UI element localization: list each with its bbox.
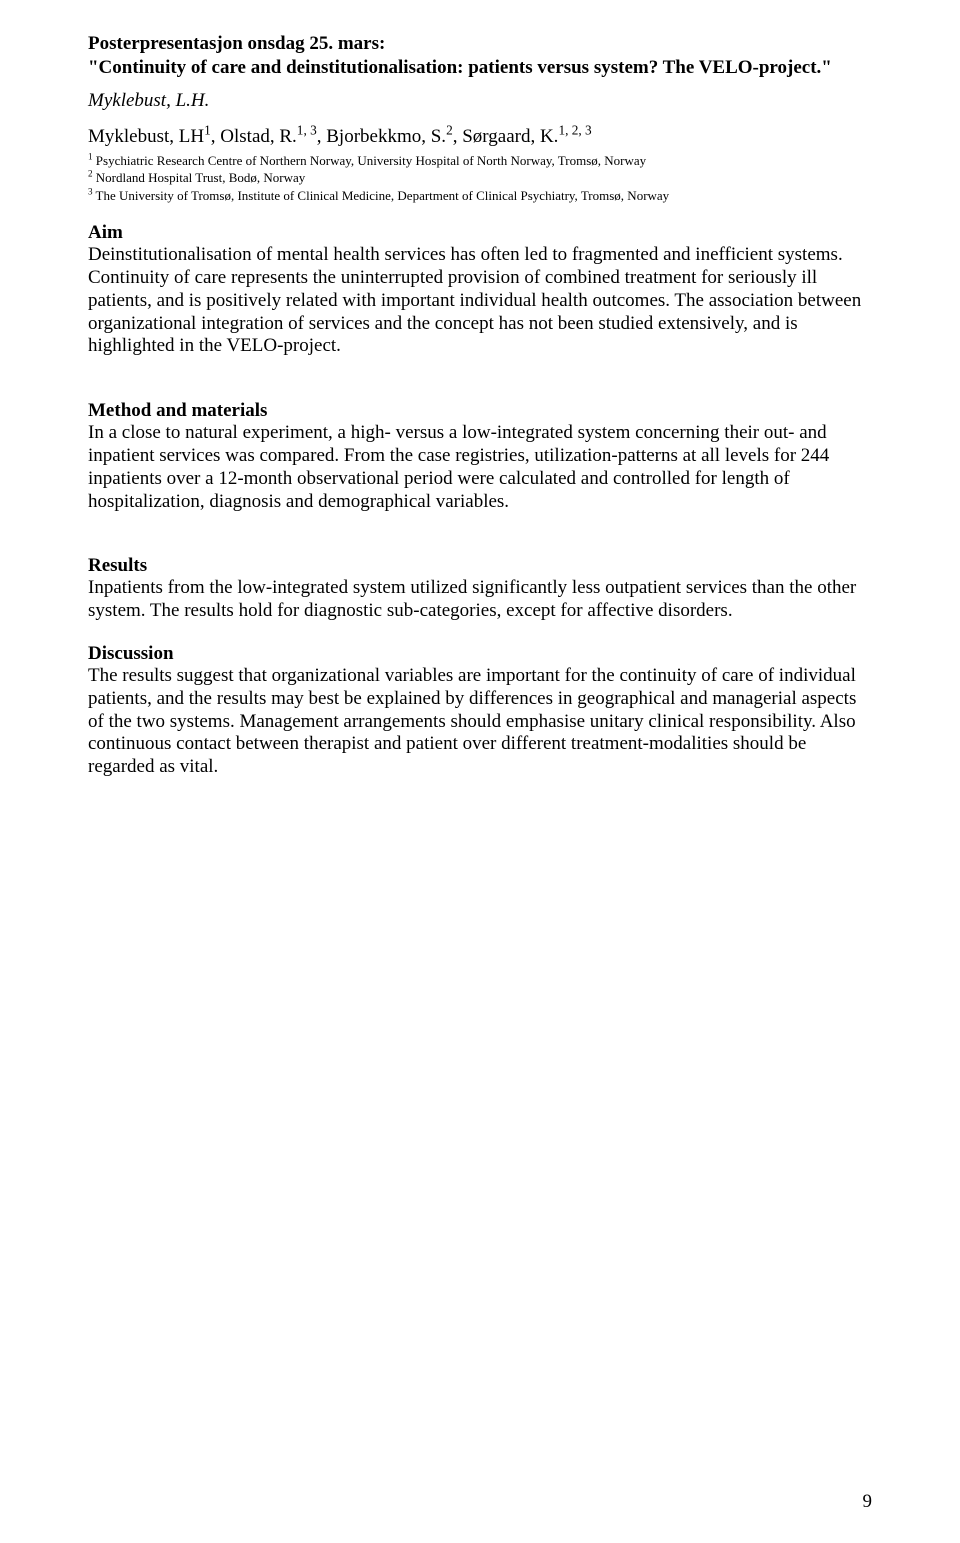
header-line-1: Posterpresentasjon onsdag 25. mars: [88,32,872,56]
author-part-4: , Sørgaard, K. [453,126,559,147]
author-sup-2: 1, 3 [297,122,317,137]
author-sup-3: 2 [446,122,453,137]
method-body: In a close to natural experiment, a high… [88,422,872,513]
method-heading: Method and materials [88,400,872,422]
author-name-italic: Myklebust, L.H. [88,90,872,112]
author-sup-4: 1, 2, 3 [558,122,591,137]
author-part-2: , Olstad, R. [211,126,297,147]
results-heading: Results [88,555,872,577]
author-sup-1: 1 [204,122,211,137]
aim-body: Deinstitutionalisation of mental health … [88,244,872,358]
author-part-1: Myklebust, LH [88,126,204,147]
affiliations-block: 1 Psychiatric Research Centre of Norther… [88,152,872,205]
results-body: Inpatients from the low-integrated syste… [88,577,872,623]
affiliation-1: 1 Psychiatric Research Centre of Norther… [88,152,872,170]
author-part-3: , Bjorbekkmo, S. [317,126,446,147]
aim-heading: Aim [88,222,872,244]
author-affiliation-line: Myklebust, LH1, Olstad, R.1, 3, Bjorbekk… [88,126,872,148]
discussion-heading: Discussion [88,643,872,665]
discussion-body: The results suggest that organizational … [88,665,872,779]
header-line-2: "Continuity of care and deinstitutionali… [88,56,872,80]
document-page: Posterpresentasjon onsdag 25. mars: "Con… [0,0,960,1543]
affiliation-2: 2 Nordland Hospital Trust, Bodø, Norway [88,169,872,187]
affiliation-3: 3 The University of Tromsø, Institute of… [88,187,872,205]
affiliation-1-text: Psychiatric Research Centre of Northern … [93,153,647,168]
affiliation-2-text: Nordland Hospital Trust, Bodø, Norway [93,170,306,185]
affiliation-3-text: The University of Tromsø, Institute of C… [93,188,670,203]
page-number: 9 [863,1491,873,1513]
